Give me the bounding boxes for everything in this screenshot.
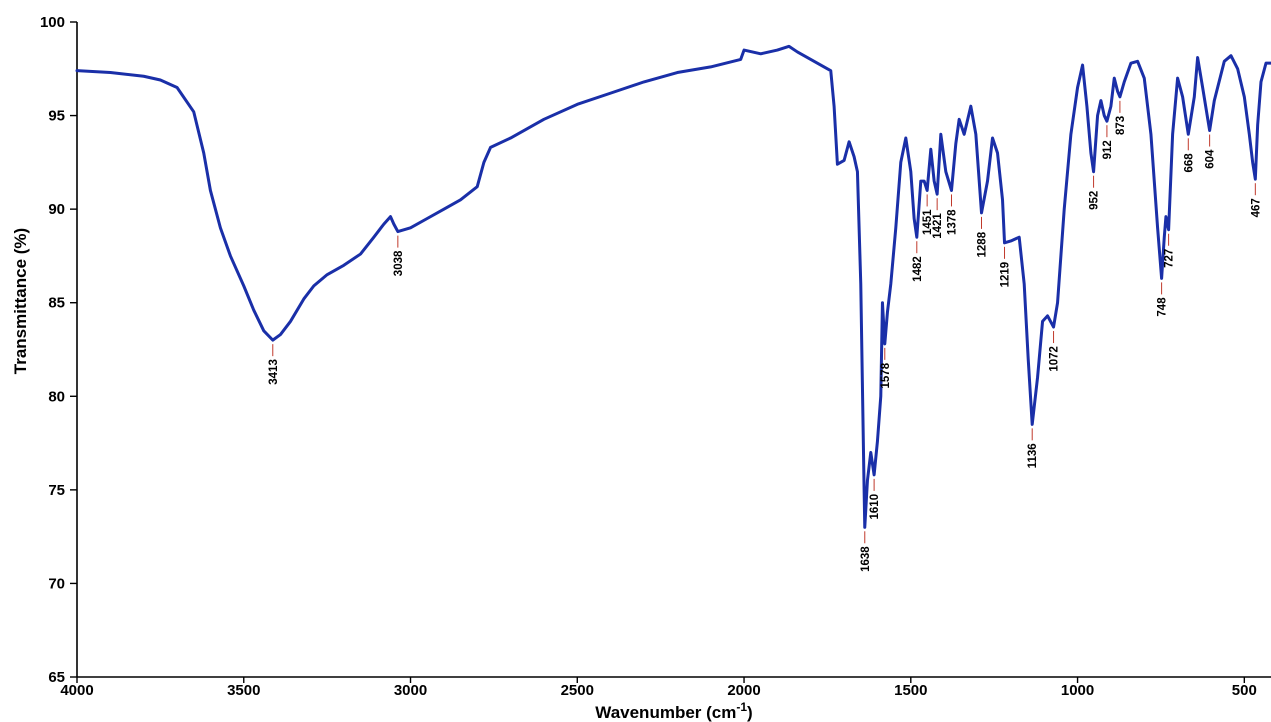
plot-series [75, 44, 1271, 529]
x-axis-title: Wavenumber (cm-1) [595, 700, 752, 722]
y-tick-label: 70 [48, 575, 65, 592]
peak-label-1288: 1288 [977, 231, 989, 257]
y-axis-title: Transmittance (%) [11, 228, 30, 374]
x-tick-label: 1000 [1061, 682, 1094, 699]
peak-label-3038: 3038 [393, 250, 405, 276]
spectrum-line [75, 44, 1271, 529]
x-tick-label: 500 [1232, 682, 1257, 699]
peak-label-1578: 1578 [880, 362, 892, 388]
peak-label-604: 604 [1205, 149, 1217, 169]
x-tick-label: 1500 [894, 682, 927, 699]
x-axis-title-main: Wavenumber (cm [595, 703, 736, 722]
y-tick-label: 90 [48, 201, 65, 218]
peak-label-1072: 1072 [1049, 346, 1061, 372]
x-tick-label: 3000 [394, 682, 427, 699]
peak-label-748: 748 [1157, 297, 1169, 317]
y-tick-label: 100 [40, 14, 65, 31]
peak-label-668: 668 [1183, 153, 1195, 173]
peak-label-727: 727 [1164, 249, 1176, 268]
peak-label-1451: 1451 [922, 209, 934, 235]
y-tick-label: 80 [48, 388, 65, 405]
peak-label-3413: 3413 [268, 359, 280, 385]
x-axis: 4000 3500 3000 2500 2000 1500 1000 500 [60, 676, 1271, 699]
y-tick-label: 95 [48, 108, 65, 125]
y-tick-label: 85 [48, 295, 65, 312]
peak-label-912: 912 [1102, 140, 1114, 159]
peak-label-873: 873 [1115, 116, 1127, 135]
peak-label-1421: 1421 [932, 213, 944, 239]
peak-label-1378: 1378 [946, 209, 958, 235]
x-tick-label: 2000 [727, 682, 760, 699]
x-axis-title-superscript: -1 [736, 700, 747, 714]
peak-label-1610: 1610 [869, 494, 881, 520]
peak-label-1136: 1136 [1027, 443, 1039, 468]
peak-label-467: 467 [1250, 198, 1262, 217]
x-tick-label: 4000 [60, 682, 93, 699]
x-axis-title-suffix: ) [747, 703, 753, 722]
peak-label-1482: 1482 [912, 256, 924, 282]
peak-label-952: 952 [1089, 191, 1101, 210]
y-tick-label: 65 [48, 669, 65, 686]
x-tick-label: 3500 [227, 682, 260, 699]
peak-label-1219: 1219 [1000, 262, 1012, 288]
x-tick-label: 2500 [561, 682, 594, 699]
peak-label-1638: 1638 [860, 546, 872, 572]
y-axis: 65 70 75 80 85 90 95 100 [40, 14, 78, 686]
y-tick-label: 75 [48, 482, 65, 499]
